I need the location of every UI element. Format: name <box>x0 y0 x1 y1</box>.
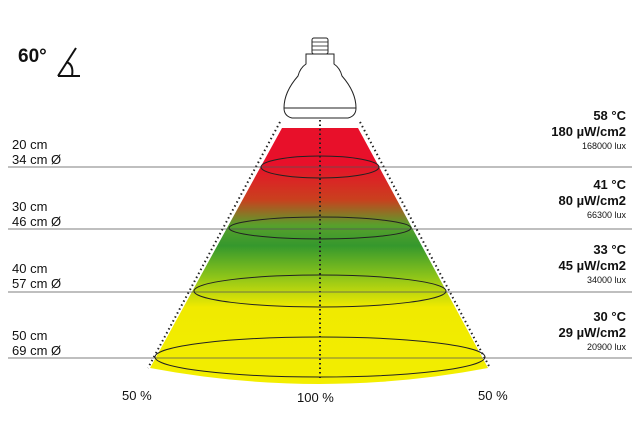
beam-angle-label: 60° <box>18 46 47 67</box>
beam-edge-right <box>359 121 491 369</box>
distance-label-20cm: 20 cm 34 cm Ø <box>12 137 61 167</box>
intensity-center-label: 100 % <box>297 390 334 405</box>
level-30cm <box>8 216 632 240</box>
irradiance-value: 45 µW/cm2 <box>558 258 626 273</box>
temperature-value: 33 °C <box>593 242 626 257</box>
beam-spot-ellipse <box>193 274 447 308</box>
irradiance-value: 29 µW/cm2 <box>558 325 626 340</box>
diameter-value: 57 cm Ø <box>12 276 62 291</box>
temperature-value: 58 °C <box>593 108 626 123</box>
distance-value: 30 cm <box>12 199 48 214</box>
lux-value: 66300 lux <box>586 210 626 220</box>
beam-spot-ellipse <box>260 155 380 179</box>
beam-spot-ellipse <box>228 216 412 240</box>
irradiance-value: 180 µW/cm2 <box>551 124 626 139</box>
distance-label-30cm: 30 cm 46 cm Ø <box>12 199 61 229</box>
temperature-value: 41 °C <box>593 177 626 192</box>
distance-label-50cm: 50 cm 69 cm Ø <box>12 328 61 358</box>
measurement-30cm: 41 °C 80 µW/cm2 66300 lux <box>559 177 626 222</box>
measurement-50cm: 30 °C 29 µW/cm2 20900 lux <box>559 309 626 354</box>
beam-edge-left <box>147 121 281 369</box>
measurement-20cm: 58 °C 180 µW/cm2 168000 lux <box>551 108 626 153</box>
diameter-value: 46 cm Ø <box>12 214 62 229</box>
diameter-value: 69 cm Ø <box>12 343 62 358</box>
lux-value: 34000 lux <box>586 275 626 285</box>
distance-label-40cm: 40 cm 57 cm Ø <box>12 261 61 291</box>
level-20cm <box>8 155 632 179</box>
intensity-right-label: 50 % <box>478 388 508 403</box>
irradiance-value: 80 µW/cm2 <box>558 193 626 208</box>
intensity-left-label: 50 % <box>122 388 152 403</box>
beam-spot-ellipse <box>154 336 486 378</box>
lux-value: 20900 lux <box>586 342 626 352</box>
level-40cm <box>8 274 632 308</box>
distance-value: 20 cm <box>12 137 48 152</box>
distance-value: 40 cm <box>12 261 48 276</box>
level-50cm <box>8 336 632 378</box>
lux-value: 168000 lux <box>581 141 626 151</box>
temperature-value: 30 °C <box>593 309 626 324</box>
beam-angle-icon <box>57 47 80 77</box>
diameter-value: 34 cm Ø <box>12 152 62 167</box>
lamp-bulb-icon <box>283 37 357 119</box>
measurement-40cm: 33 °C 45 µW/cm2 34000 lux <box>559 242 626 287</box>
distance-value: 50 cm <box>12 328 48 343</box>
